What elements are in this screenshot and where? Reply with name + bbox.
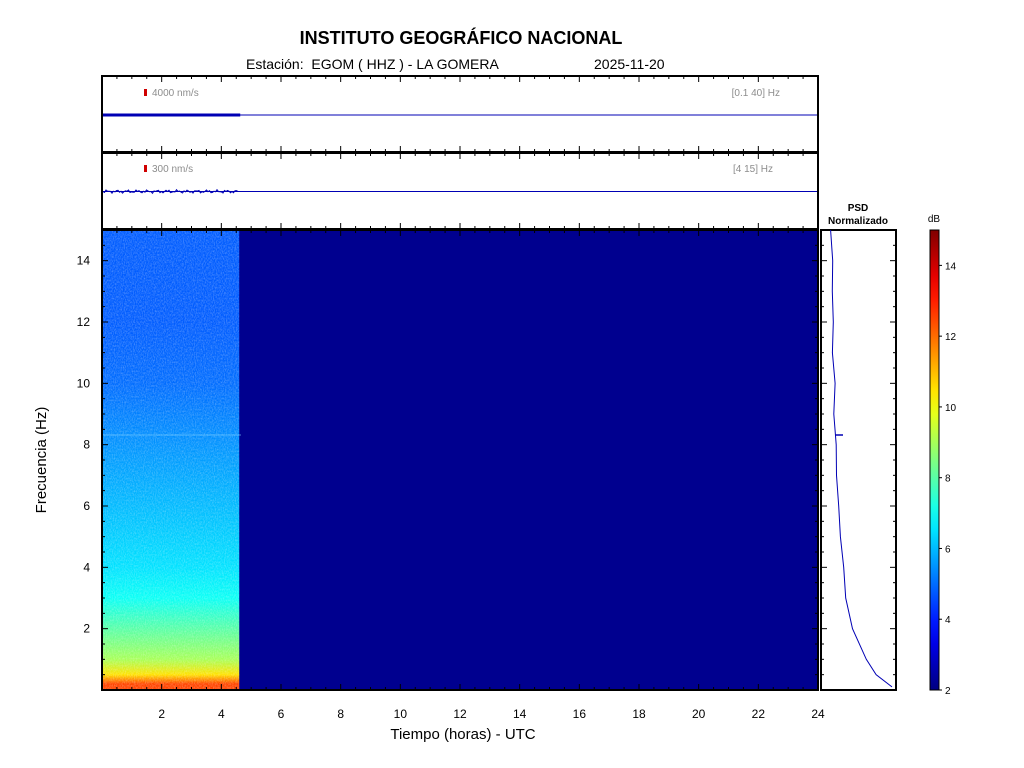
- station-name: EGOM ( HHZ ) - LA GOMERA: [311, 56, 499, 72]
- station-label: Estación:: [246, 56, 304, 72]
- x-axis-label: Tiempo (horas) - UTC: [390, 726, 535, 743]
- x-tick-label: 2: [158, 707, 165, 721]
- y-tick-label: 6: [83, 499, 90, 513]
- colorbar-tick-label: 6: [945, 544, 951, 555]
- y-tick-label: 10: [77, 376, 91, 390]
- x-tick-label: 8: [337, 707, 344, 721]
- x-tick-label: 16: [573, 707, 587, 721]
- colorbar-label: dB: [928, 214, 941, 225]
- trace-filtered-scale-label: 300 nm/s: [152, 164, 193, 175]
- spectrogram-ticks: [102, 230, 818, 690]
- x-tick-label: 18: [632, 707, 646, 721]
- psd-panel: PSD Normalizado: [820, 203, 897, 691]
- colorbar-tick-label: 12: [945, 332, 957, 343]
- colorbar: dB 2 4 6 8 10 12 14: [928, 214, 957, 697]
- trace-panel-broadband-ticks: [116, 76, 804, 152]
- colorbar-scale: [929, 229, 940, 691]
- station-date: 2025-11-20: [594, 56, 665, 72]
- x-tick-label: 6: [278, 707, 285, 721]
- trace-broadband-scale-label: 4000 nm/s: [152, 88, 199, 99]
- trace-broadband-scale-bar: [144, 89, 147, 96]
- trace-panel-filtered-ticks: [116, 153, 804, 229]
- psd-title-line1: PSD: [848, 203, 869, 214]
- y-tick-label: 8: [83, 438, 90, 452]
- trace-broadband-filter-label: [0.1 40] Hz: [732, 88, 780, 99]
- x-tick-label: 14: [513, 707, 527, 721]
- spectrogram-noise: [102, 230, 240, 690]
- y-axis-label: Frecuencia (Hz): [33, 407, 50, 514]
- y-tick-label: 2: [83, 622, 90, 636]
- x-tick-label: 12: [453, 707, 467, 721]
- trace-filtered-scale-bar: [144, 165, 147, 172]
- psd-curve: [830, 229, 893, 688]
- y-tick-label: 4: [83, 560, 90, 574]
- y-axis-tick-labels: 2 4 6 8 10 12 14: [77, 254, 91, 636]
- trace-panel-broadband: 4000 nm/s [0.1 40] Hz: [101, 75, 819, 153]
- colorbar-tick-label: 14: [945, 261, 957, 272]
- x-tick-label: 4: [218, 707, 225, 721]
- psd-title-line2: Normalizado: [828, 216, 888, 227]
- colorbar-tick-label: 4: [945, 615, 951, 626]
- x-axis-tick-labels: 2 4 6 8 10 12 14 16 18 20 22 24: [158, 707, 825, 721]
- y-tick-label: 12: [77, 315, 91, 329]
- trace-panel-filtered: 300 nm/s [4 15] Hz: [101, 152, 819, 230]
- colorbar-tick-label: 2: [945, 686, 951, 697]
- colorbar-tick-label: 10: [945, 403, 957, 414]
- y-tick-label: 14: [77, 254, 91, 268]
- trace-filtered-signal: [102, 188, 239, 195]
- colorbar-tick-label: 8: [945, 474, 951, 485]
- trace-broadband-signal: [103, 113, 241, 117]
- x-tick-label: 22: [752, 707, 766, 721]
- trace-filtered-filter-label: [4 15] Hz: [733, 164, 773, 175]
- psd-ticks: [821, 244, 896, 676]
- x-tick-label: 20: [692, 707, 706, 721]
- x-tick-label: 24: [811, 707, 825, 721]
- x-tick-label: 10: [394, 707, 408, 721]
- station-subtitle: Estación: EGOM ( HHZ ) - LA GOMERA: [246, 56, 499, 72]
- chart-title: INSTITUTO GEOGRÁFICO NACIONAL: [299, 28, 623, 48]
- colorbar-ticks: 2 4 6 8 10 12 14: [939, 261, 957, 697]
